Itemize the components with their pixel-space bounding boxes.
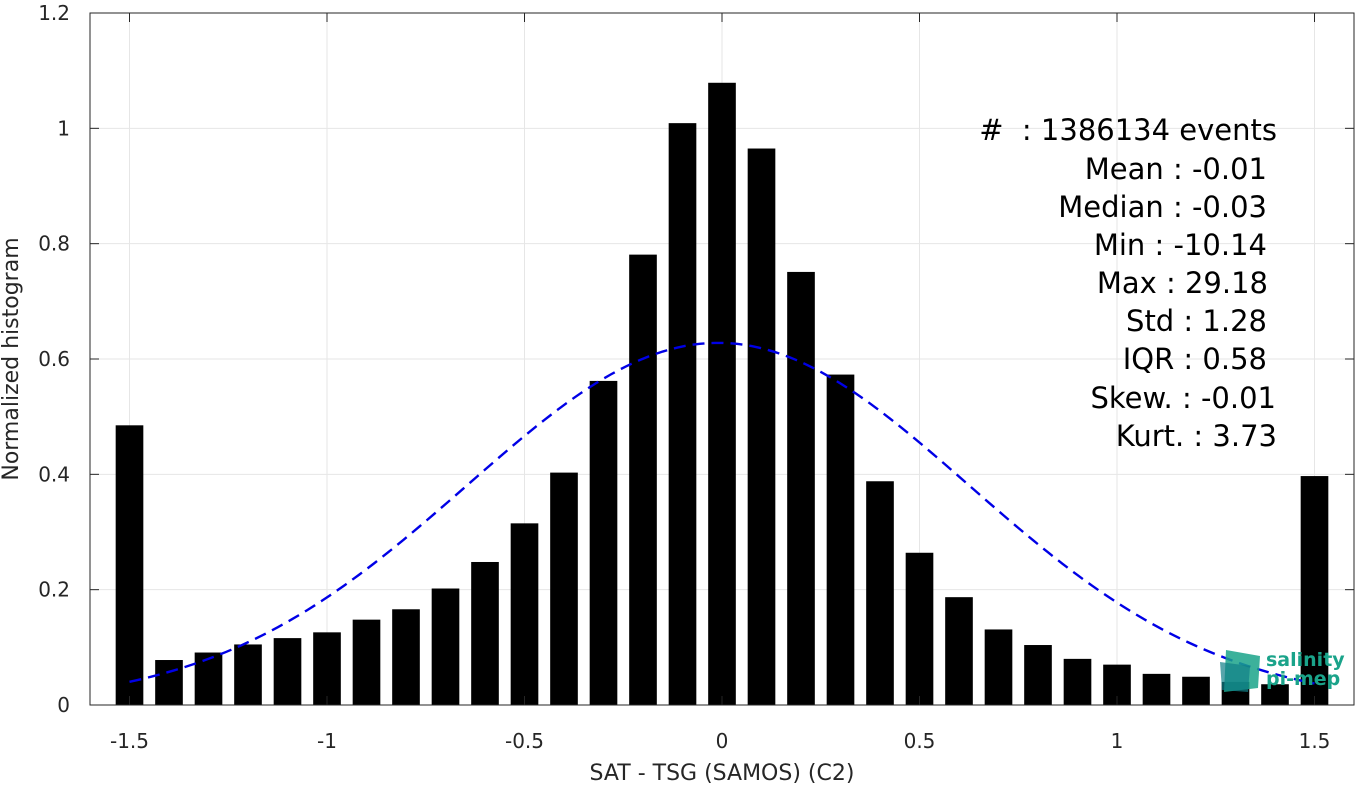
stat-iqr: IQR : 0.58 [1123,342,1267,376]
x-tick-label-3: 0 [716,729,729,753]
logo-line2: pi-mep [1266,668,1340,690]
bar-22 [984,629,1013,705]
x-tick-label-5: 1 [1111,729,1124,753]
logo-line1: salinity [1266,649,1345,671]
bar-14 [668,123,697,706]
bar-8 [431,588,460,705]
bar-13 [629,254,657,705]
bar-0 [115,425,144,705]
bar-26 [1142,673,1171,705]
x-tick-label-0: -1.5 [110,729,149,753]
bar-17 [787,271,815,705]
bar-15 [708,82,736,705]
x-tick-label-4: 0.5 [904,729,936,753]
bar-11 [550,472,578,705]
bar-21 [945,597,973,705]
bar-1 [155,660,183,705]
bar-12 [589,380,618,705]
x-tick-label-1: -1 [317,729,337,753]
y-tick-label-0: 0 [57,693,70,717]
bar-10 [510,523,539,705]
bar-30 [1300,476,1329,705]
bar-5 [313,632,341,705]
bar-18 [826,374,855,705]
stat-std: Std : 1.28 [1126,304,1267,338]
bars [115,82,1329,706]
bar-9 [471,561,499,705]
bar-6 [352,619,381,705]
stat-max: Max : 29.18 [1097,266,1268,300]
bar-7 [392,609,420,705]
bar-4 [273,638,302,705]
y-tick-label-3: 0.6 [38,347,70,371]
y-tick-label-6: 1.2 [38,1,70,25]
bar-20 [905,552,934,705]
x-tick-label-6: 1.5 [1299,729,1331,753]
x-tick-label-2: -0.5 [505,729,544,753]
stat-min: Min : -10.14 [1094,228,1267,262]
bar-2 [194,652,223,705]
bar-19 [866,481,894,705]
y-tick-label-5: 1 [57,116,70,140]
stat-median: Median : -0.03 [1058,190,1267,224]
y-tick-label-2: 0.4 [38,462,70,486]
bar-27 [1182,676,1210,705]
bar-3 [234,644,262,705]
x-tick-labels: -1.5 -1 -0.5 0 0.5 1 1.5 [110,729,1330,753]
bar-16 [747,148,776,705]
salinity-pimep-logo: salinity pi-mep [1220,649,1345,692]
stat-events: # : 1386134 events [979,113,1277,147]
ticks [90,12,1354,706]
y-tick-labels: 0 0.2 0.4 0.6 0.8 1 1.2 [38,1,70,717]
x-axis-label: SAT - TSG (SAMOS) (C2) [590,761,855,785]
y-axis-label: Normalized histogram [0,237,24,480]
bar-23 [1024,645,1052,705]
bar-24 [1063,658,1092,705]
stat-mean: Mean : -0.01 [1085,152,1267,186]
y-tick-label-1: 0.2 [38,578,70,602]
stat-kurt: Kurt. : 3.73 [1116,419,1277,453]
stats-annotation: # : 1386134 events Mean : -0.01 Median :… [979,113,1277,453]
gaussian-fit-line [129,341,1315,685]
stat-skew: Skew. : -0.01 [1090,381,1276,415]
y-tick-label-4: 0.8 [38,232,70,256]
bar-29 [1261,684,1289,705]
